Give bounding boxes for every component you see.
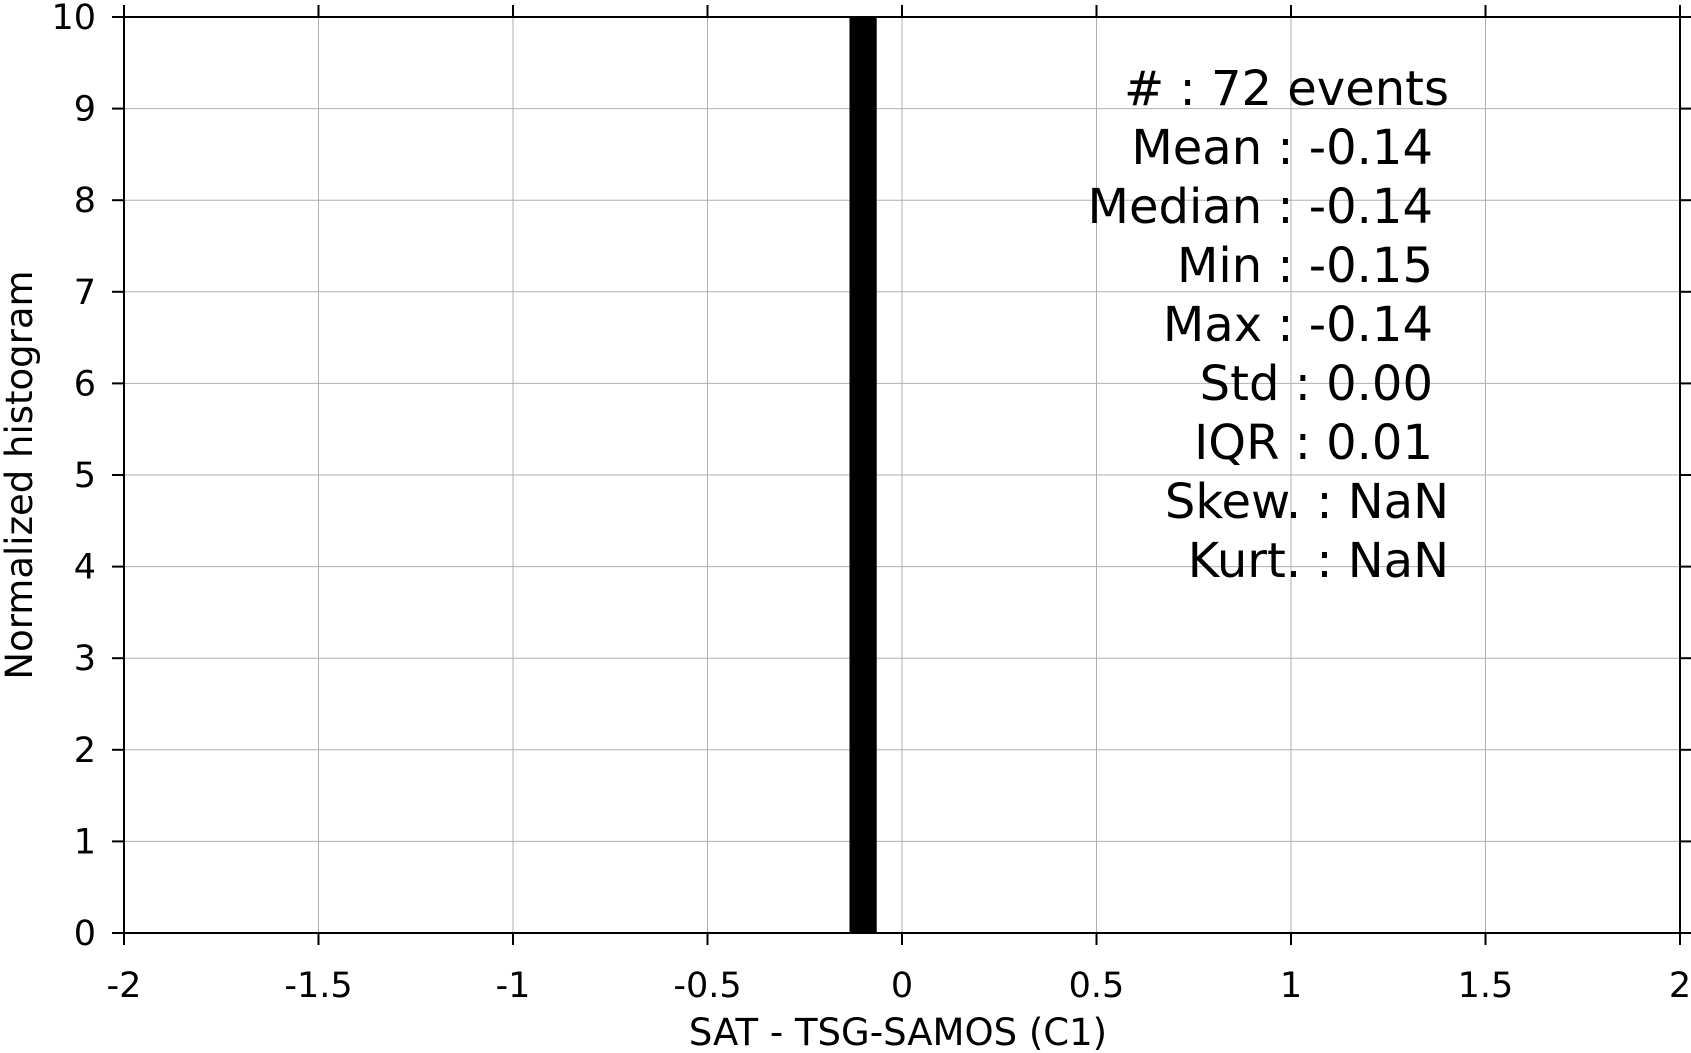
y-tick-labels: 0 1 2 3 4 5 6 7 8 9 10 [51, 0, 96, 954]
grid-lines [124, 17, 1680, 933]
stats-line: Median : -0.14 [1088, 179, 1433, 235]
histogram-bar [849, 17, 877, 933]
x-tick-label: 2 [1669, 966, 1691, 1006]
y-tick-label: 4 [74, 548, 96, 588]
x-tick-label: -1 [496, 966, 531, 1006]
y-tick-label: 0 [74, 914, 96, 954]
x-tick-labels: -2 -1.5 -1 -0.5 0 0.5 1 1.5 2 [107, 966, 1691, 1006]
axis-ticks [112, 5, 1691, 945]
y-axis-label: Normalized histogram [0, 270, 41, 679]
y-tick-label: 9 [74, 90, 96, 130]
y-tick-label: 7 [74, 273, 96, 313]
x-tick-label: 0 [891, 966, 913, 1006]
y-tick-label: 8 [74, 181, 96, 221]
x-tick-label: -1.5 [284, 966, 352, 1006]
y-tick-label: 3 [74, 639, 96, 679]
x-axis-label: SAT - TSG-SAMOS (C1) [689, 1011, 1107, 1053]
x-tick-label: 0.5 [1069, 966, 1125, 1006]
y-tick-label: 10 [51, 0, 96, 38]
x-tick-label: 1.5 [1458, 966, 1514, 1006]
histogram-bars [849, 17, 877, 933]
x-tick-label: -0.5 [673, 966, 741, 1006]
y-tick-label: 2 [74, 731, 96, 771]
x-tick-label: 1 [1280, 966, 1302, 1006]
stats-line: Kurt. : NaN [1188, 533, 1449, 589]
stats-line: Mean : -0.14 [1131, 120, 1433, 176]
y-tick-label: 5 [74, 456, 96, 496]
stats-line: # : 72 events [1124, 61, 1449, 117]
stats-line: IQR : 0.01 [1194, 415, 1433, 471]
stats-line: Skew. : NaN [1165, 474, 1449, 530]
stats-line: Std : 0.00 [1200, 356, 1433, 412]
y-tick-label: 6 [74, 364, 96, 404]
stats-line: Min : -0.15 [1177, 238, 1433, 294]
stats-line: Max : -0.14 [1163, 297, 1433, 353]
y-tick-label: 1 [74, 822, 96, 862]
x-tick-label: -2 [107, 966, 142, 1006]
